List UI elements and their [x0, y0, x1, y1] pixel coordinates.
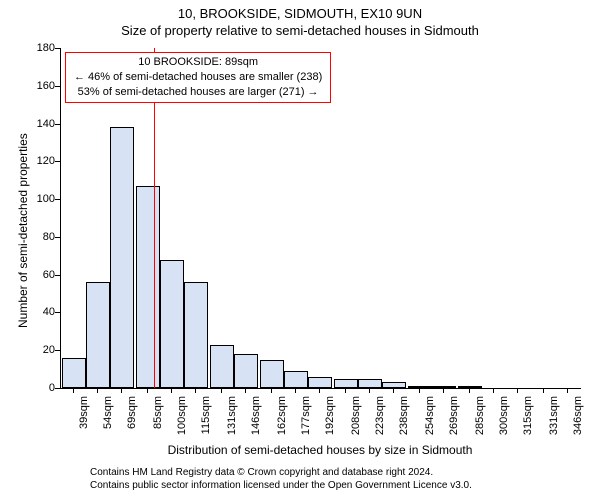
y-tick-label: 140	[25, 118, 55, 130]
x-tick-label: 300sqm	[498, 396, 510, 436]
x-tick-mark	[97, 388, 98, 393]
x-tick-label: 115sqm	[200, 396, 212, 436]
histogram-bar	[110, 127, 134, 388]
x-tick-mark	[419, 388, 420, 393]
x-tick-label: 69sqm	[126, 396, 138, 436]
histogram-bar	[308, 377, 332, 388]
y-tick-mark	[55, 388, 60, 389]
y-tick-mark	[55, 275, 60, 276]
y-tick-label: 120	[25, 155, 55, 167]
title-line-1: 10, BROOKSIDE, SIDMOUTH, EX10 9UN	[0, 0, 600, 23]
histogram-bar	[62, 358, 86, 388]
title-line-2: Size of property relative to semi-detach…	[0, 23, 600, 40]
y-tick-mark	[55, 237, 60, 238]
x-tick-mark	[147, 388, 148, 393]
y-tick-mark	[55, 161, 60, 162]
y-tick-mark	[55, 124, 60, 125]
x-tick-label: 346sqm	[572, 396, 584, 436]
x-tick-mark	[517, 388, 518, 393]
chart-container: 10, BROOKSIDE, SIDMOUTH, EX10 9UN Size o…	[0, 0, 600, 500]
y-tick-label: 100	[25, 193, 55, 205]
annotation-box: 10 BROOKSIDE: 89sqm← 46% of semi-detache…	[65, 52, 331, 103]
x-tick-label: 331sqm	[548, 396, 560, 436]
y-tick-label: 60	[25, 269, 55, 281]
plot-area: 10 BROOKSIDE: 89sqm← 46% of semi-detache…	[60, 48, 581, 389]
x-tick-mark	[195, 388, 196, 393]
x-tick-label: 177sqm	[300, 396, 312, 436]
x-tick-label: 162sqm	[276, 396, 288, 436]
histogram-bar	[86, 282, 110, 388]
histogram-bar	[334, 379, 358, 388]
x-tick-mark	[319, 388, 320, 393]
y-tick-label: 180	[25, 42, 55, 54]
x-tick-mark	[221, 388, 222, 393]
y-tick-label: 0	[25, 382, 55, 394]
y-tick-label: 40	[25, 306, 55, 318]
x-tick-label: 192sqm	[324, 396, 336, 436]
y-tick-label: 20	[25, 344, 55, 356]
x-tick-mark	[345, 388, 346, 393]
x-tick-mark	[271, 388, 272, 393]
x-tick-mark	[543, 388, 544, 393]
y-tick-mark	[55, 350, 60, 351]
footer-line-1: Contains HM Land Registry data © Crown c…	[90, 466, 472, 479]
x-tick-label: 146sqm	[250, 396, 262, 436]
annotation-line-1: 10 BROOKSIDE: 89sqm	[74, 55, 322, 70]
histogram-bar	[234, 354, 258, 388]
x-axis-title: Distribution of semi-detached houses by …	[60, 443, 580, 457]
annotation-line-2: ← 46% of semi-detached houses are smalle…	[74, 70, 322, 85]
histogram-bar	[136, 186, 160, 388]
x-tick-mark	[393, 388, 394, 393]
histogram-bar	[260, 360, 284, 388]
x-tick-mark	[443, 388, 444, 393]
y-tick-mark	[55, 199, 60, 200]
y-tick-mark	[55, 312, 60, 313]
y-tick-mark	[55, 86, 60, 87]
x-tick-label: 269sqm	[448, 396, 460, 436]
footer-line-2: Contains public sector information licen…	[90, 479, 472, 492]
x-tick-mark	[245, 388, 246, 393]
x-tick-mark	[121, 388, 122, 393]
x-tick-mark	[171, 388, 172, 393]
y-tick-label: 160	[25, 80, 55, 92]
histogram-bar	[184, 282, 208, 388]
y-tick-mark	[55, 48, 60, 49]
x-tick-label: 238sqm	[398, 396, 410, 436]
x-tick-label: 39sqm	[78, 396, 90, 436]
footer-attribution: Contains HM Land Registry data © Crown c…	[90, 466, 472, 492]
histogram-bar	[210, 345, 234, 388]
x-tick-label: 285sqm	[474, 396, 486, 436]
histogram-bar	[160, 260, 184, 388]
x-tick-label: 223sqm	[374, 396, 386, 436]
x-tick-mark	[469, 388, 470, 393]
x-tick-label: 131sqm	[226, 396, 238, 436]
x-tick-mark	[73, 388, 74, 393]
x-tick-mark	[567, 388, 568, 393]
x-tick-mark	[369, 388, 370, 393]
x-tick-label: 100sqm	[176, 396, 188, 436]
x-tick-mark	[295, 388, 296, 393]
annotation-line-3: 53% of semi-detached houses are larger (…	[74, 85, 322, 100]
x-tick-label: 54sqm	[102, 396, 114, 436]
histogram-bar	[284, 371, 308, 388]
x-tick-label: 254sqm	[424, 396, 436, 436]
x-tick-label: 315sqm	[522, 396, 534, 436]
y-tick-label: 80	[25, 231, 55, 243]
histogram-bar	[358, 379, 382, 388]
x-tick-label: 208sqm	[350, 396, 362, 436]
x-tick-label: 85sqm	[152, 396, 164, 436]
x-tick-mark	[493, 388, 494, 393]
